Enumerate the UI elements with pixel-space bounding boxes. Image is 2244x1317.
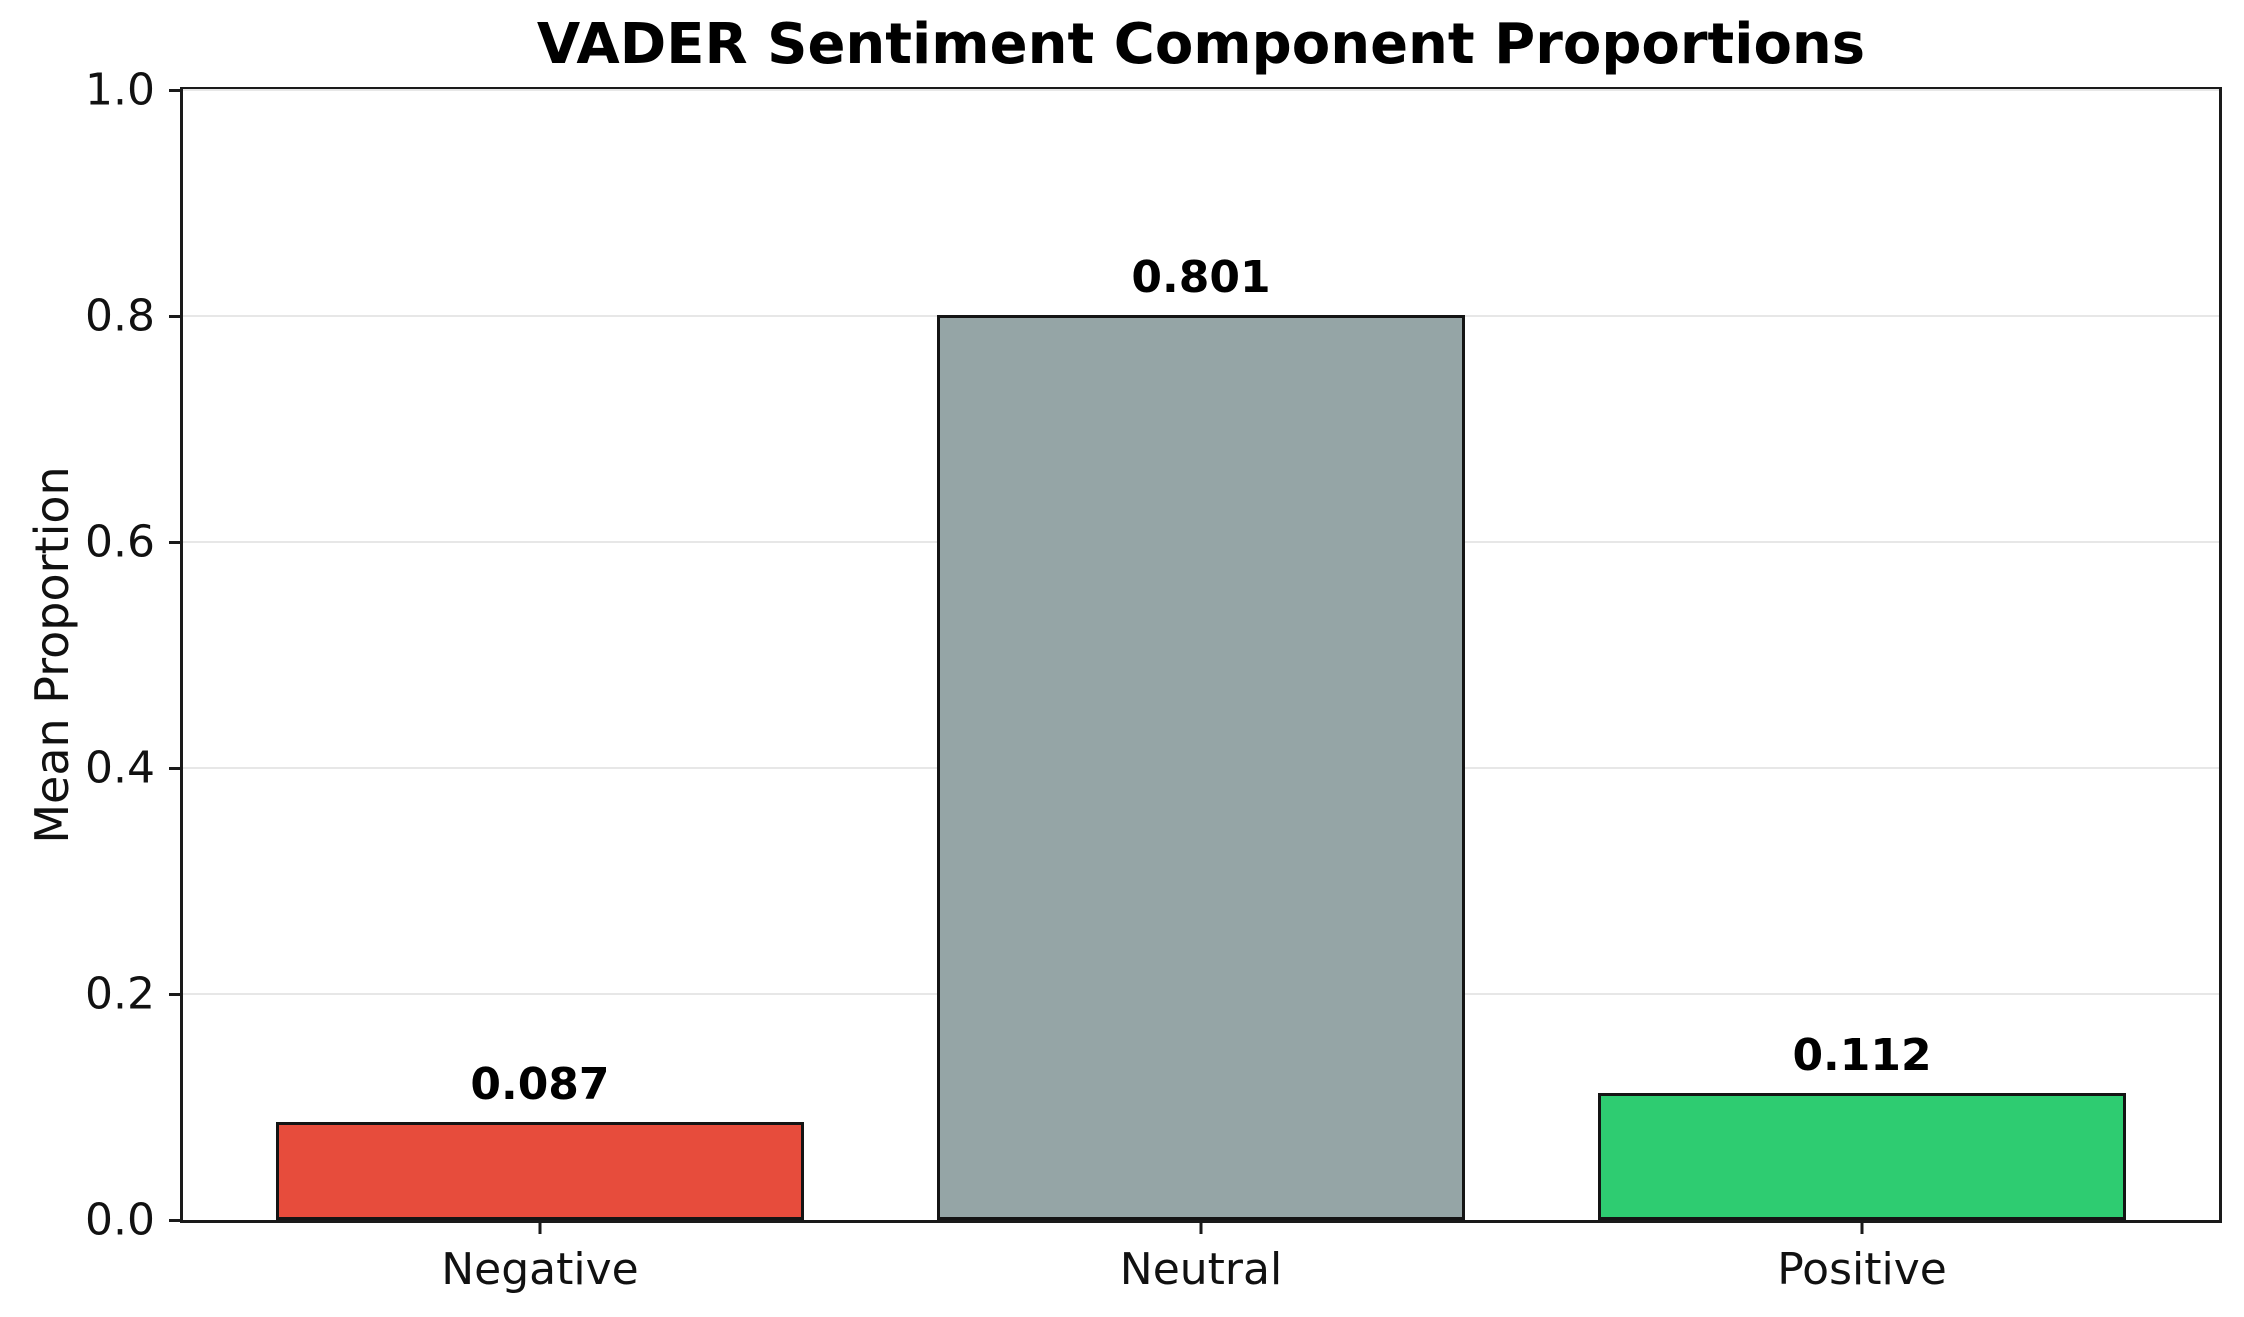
y-tick-label: 0.2: [85, 968, 155, 1020]
x-tick-label-positive: Positive: [1777, 1244, 1947, 1295]
y-tick-mark: [169, 88, 183, 92]
chart-title: VADER Sentiment Component Proportions: [536, 12, 1866, 77]
y-tick-mark: [169, 992, 183, 996]
y-tick-mark: [169, 1218, 183, 1222]
y-tick-label: 0.6: [85, 516, 155, 568]
y-axis-label: Mean Proportion: [25, 466, 79, 844]
bar-value-label-neutral: 0.801: [1131, 251, 1271, 303]
y-tick-mark: [169, 766, 183, 770]
x-tick-mark: [538, 1220, 542, 1234]
bar-neutral: [936, 314, 1466, 1220]
y-tick-mark: [169, 314, 183, 318]
y-tick-label: 0.8: [85, 290, 155, 342]
y-tick-label: 1.0: [85, 64, 155, 116]
bar-negative: [275, 1121, 805, 1220]
plot-area: 0.0 0.2 0.4 0.6 0.8 1.0 0.087 Negative 0.801 Neut…: [85, 65, 2222, 1295]
bar-value-label-negative: 0.087: [470, 1058, 610, 1110]
gridline-1.0: [183, 89, 2219, 91]
x-tick-mark: [1199, 1220, 1203, 1234]
bar-positive: [1597, 1093, 2127, 1220]
x-tick-label-negative: Negative: [441, 1244, 639, 1295]
y-tick-label: 0.0: [85, 1194, 155, 1246]
bar-value-label-positive: 0.112: [1792, 1030, 1932, 1082]
y-tick-label: 0.4: [85, 742, 155, 794]
x-tick-mark: [1860, 1220, 1864, 1234]
y-tick-mark: [169, 540, 183, 544]
x-tick-label-neutral: Neutral: [1119, 1244, 1283, 1295]
